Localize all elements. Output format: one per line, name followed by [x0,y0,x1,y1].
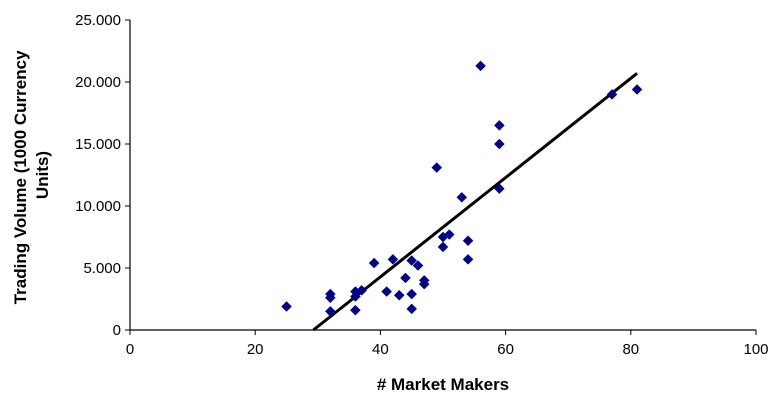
x-tick-label: 20 [247,341,264,358]
y-tick-label: 0 [113,322,121,339]
data-point [368,257,380,269]
data-point [431,162,443,173]
y-tick-label: 20.000 [75,74,121,91]
data-point [437,241,449,253]
data-point [412,260,424,271]
axes [129,20,756,331]
y-axis-title-line-1: Trading Volume (1000 Currency [11,50,30,304]
x-tick-label: 0 [126,341,134,358]
data-point [406,288,418,300]
x-axis-title: # Market Makers [377,375,509,394]
data-point [493,183,505,194]
data-point [462,235,474,247]
data-point [356,284,367,296]
data-point [281,301,292,312]
x-tick-label: 40 [372,341,389,358]
y-axis-title: Trading Volume (1000 Currency Units) [11,46,52,305]
data-point [475,60,486,72]
data-point [406,255,418,266]
plot-area [281,60,643,332]
data-point [387,253,399,265]
ticks: 0 20 40 60 80 100 0 5.000 10.000 15.000 20.000 25.0… [75,12,768,358]
data-point [456,191,468,203]
y-tick-label: 5.000 [83,260,121,277]
data-point [462,253,474,265]
data-point [418,278,430,290]
x-tick-label: 100 [743,341,768,358]
data-point [393,289,405,301]
data-point [493,120,505,131]
data-point [631,84,643,95]
data-point [443,229,455,240]
data-point [606,89,618,100]
data-point [493,138,505,150]
data-point [406,303,418,315]
y-axis-title-line-2: Units) [33,151,52,199]
y-tick-label: 10.000 [75,198,121,215]
data-point [350,304,361,316]
data-point [324,292,336,304]
y-tick-label: 15.000 [75,136,121,153]
data-point [324,306,336,317]
y-tick-label: 25.000 [75,12,121,29]
trendline [312,72,638,332]
x-tick-label: 60 [497,341,514,358]
data-point [350,291,361,302]
data-point [400,272,411,284]
x-tick-label: 80 [622,341,639,358]
data-point [381,286,393,297]
